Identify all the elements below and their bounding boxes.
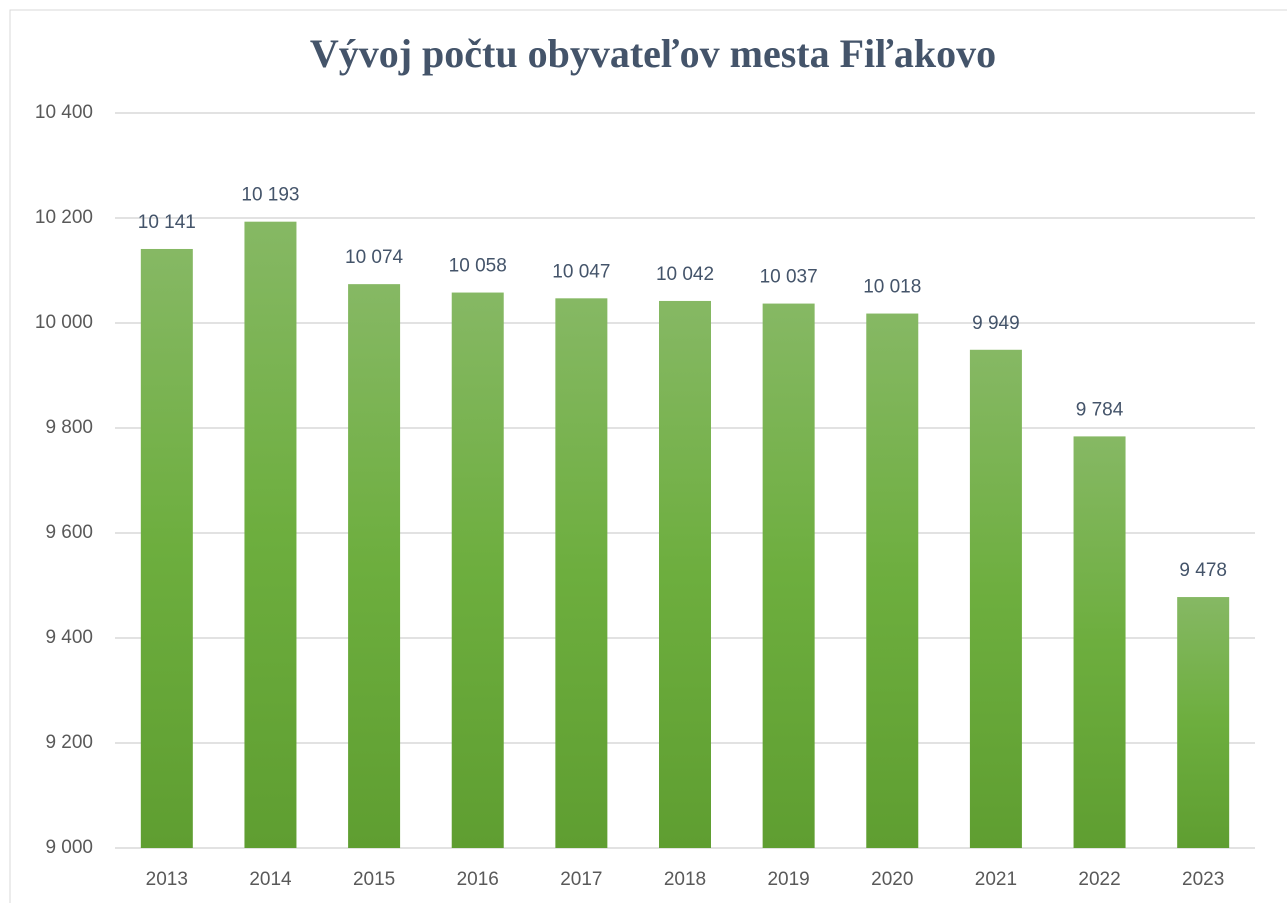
value-label: 10 042 xyxy=(656,264,714,285)
bar xyxy=(866,313,919,848)
y-tick-label: 9 200 xyxy=(45,732,93,753)
value-label: 10 037 xyxy=(760,267,818,288)
x-tick-label: 2020 xyxy=(871,869,913,890)
value-label: 9 949 xyxy=(972,313,1020,334)
x-tick-label: 2015 xyxy=(353,869,395,890)
value-label: 10 193 xyxy=(241,185,299,206)
x-tick-label: 2013 xyxy=(146,869,188,890)
x-tick-label: 2016 xyxy=(457,869,499,890)
bar xyxy=(659,300,711,848)
bar xyxy=(969,349,1022,848)
bar xyxy=(1177,597,1230,848)
bar xyxy=(348,284,401,848)
bar xyxy=(555,298,608,848)
value-label: 10 058 xyxy=(449,256,507,277)
y-tick-label: 10 000 xyxy=(35,312,93,333)
bar xyxy=(451,292,504,848)
y-tick-label: 9 000 xyxy=(45,837,93,858)
value-label: 9 478 xyxy=(1179,560,1227,581)
value-label: 10 141 xyxy=(138,212,196,233)
bar xyxy=(140,248,193,849)
x-tick-label: 2022 xyxy=(1078,869,1120,890)
bar xyxy=(1073,436,1126,848)
y-tick-label: 10 400 xyxy=(35,102,93,123)
y-tick-label: 10 200 xyxy=(35,207,93,228)
x-tick-label: 2014 xyxy=(249,869,292,890)
y-tick-label: 9 400 xyxy=(45,627,93,648)
chart-title: Vývoj počtu obyvateľov mesta Fiľakovo xyxy=(310,31,996,76)
x-tick-label: 2019 xyxy=(767,869,809,890)
y-tick-label: 9 800 xyxy=(45,417,93,438)
value-label: 10 047 xyxy=(552,261,610,282)
x-tick-label: 2023 xyxy=(1182,869,1224,890)
value-label: 10 018 xyxy=(863,277,921,298)
x-tick-label: 2021 xyxy=(975,869,1017,890)
bar xyxy=(762,303,815,848)
value-label: 9 784 xyxy=(1076,399,1124,420)
y-tick-label: 9 600 xyxy=(45,522,93,543)
x-tick-label: 2018 xyxy=(664,869,706,890)
bar xyxy=(244,221,297,849)
value-label: 10 074 xyxy=(345,247,404,268)
x-tick-label: 2017 xyxy=(560,869,602,890)
